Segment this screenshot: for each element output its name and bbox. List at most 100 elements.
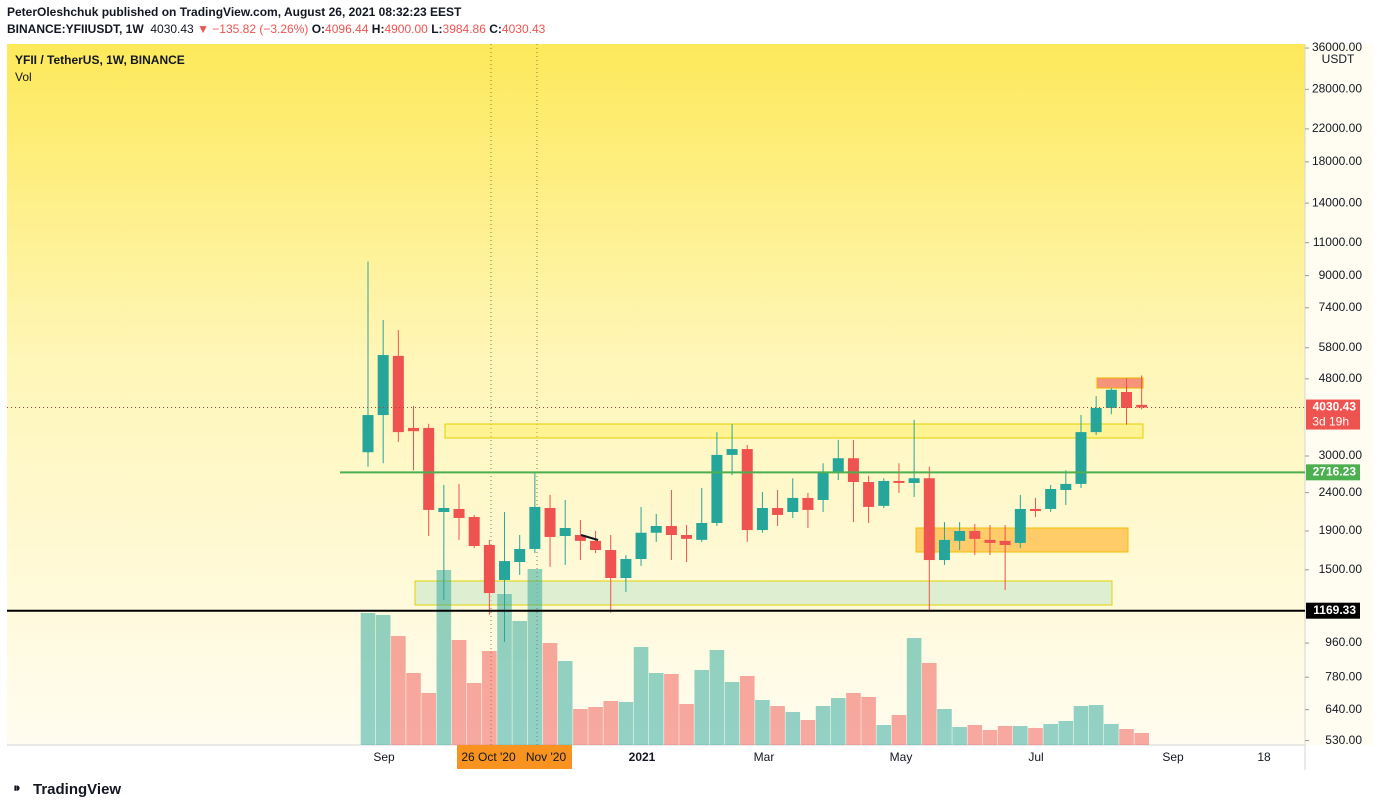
- candle-body: [514, 548, 526, 563]
- candle-body: [559, 528, 571, 536]
- candle-body: [1014, 508, 1026, 543]
- x-tick-label: 2021: [629, 750, 656, 764]
- countdown: 3d 19h: [1312, 415, 1349, 429]
- candle-body: [938, 539, 950, 561]
- y-tick-label: 780.00: [1325, 669, 1362, 683]
- y-tick-label: 1500.00: [1319, 562, 1363, 576]
- volume-bar: [739, 676, 755, 745]
- volume-bar: [573, 709, 588, 745]
- volume-bar: [906, 638, 922, 745]
- volume-bar: [603, 701, 619, 745]
- volume-bar: [466, 683, 482, 745]
- candle-body: [772, 507, 784, 515]
- level-label-bg: [1306, 602, 1360, 619]
- candle-body: [574, 535, 586, 541]
- x-tick-label: Mar: [754, 750, 775, 764]
- volume-bar: [982, 730, 998, 745]
- volume-bar: [557, 661, 573, 745]
- level-label-bg: [1306, 464, 1360, 481]
- candle-body: [817, 472, 829, 500]
- symbol: BINANCE:YFIIUSDT, 1W: [7, 22, 144, 36]
- drawing: [580, 534, 599, 541]
- ohlc-key: O:: [311, 22, 326, 36]
- candle-body: [847, 458, 859, 482]
- chart-title: YFII / TetherUS, 1W, BINANCE: [15, 53, 185, 67]
- candles: [362, 261, 1148, 643]
- crosshair-label-bg: [520, 745, 572, 769]
- volume-bar: [679, 704, 694, 745]
- candle-body: [377, 355, 389, 416]
- y-tick-label: 5800.00: [1319, 340, 1363, 354]
- y-tick-label: 9000.00: [1319, 268, 1363, 282]
- y-tick-label: 960.00: [1325, 635, 1362, 649]
- volume-bar: [421, 693, 436, 745]
- candle-body: [635, 532, 647, 560]
- volume-bar: [921, 663, 937, 745]
- candle-body: [438, 507, 450, 513]
- last-price-bg: [1306, 399, 1360, 430]
- volume-bar: [406, 673, 421, 745]
- candle-body: [1029, 508, 1041, 512]
- volume-bar: [527, 569, 543, 745]
- volume-bar: [755, 700, 770, 745]
- candle-body: [423, 427, 435, 510]
- ohlc-value: 4900.00: [384, 22, 428, 36]
- volume-bar: [375, 615, 391, 745]
- publisher: PeterOleshchuk published on TradingView.…: [7, 5, 462, 19]
- volume-bar: [1058, 721, 1074, 745]
- y-tick-label: 11000.00: [1313, 235, 1362, 249]
- x-tick-label: May: [890, 750, 913, 764]
- volume-bar: [1104, 724, 1119, 745]
- volume-bar: [618, 702, 634, 745]
- ohlc-value: 4096.44: [325, 22, 369, 36]
- candle-body: [665, 525, 677, 536]
- candle-body: [1045, 488, 1057, 509]
- candle-body: [802, 497, 814, 510]
- candle-body: [878, 480, 890, 506]
- volume-bar: [497, 594, 512, 745]
- volume-bar: [770, 706, 785, 745]
- candle-body: [1121, 392, 1132, 408]
- x-tick-label: Jul: [1028, 750, 1043, 764]
- y-tick-label: 2400.00: [1319, 485, 1363, 499]
- volume-bar: [360, 613, 376, 745]
- y-tick-label: 22000.00: [1312, 121, 1362, 135]
- y-tick-label: 28000.00: [1312, 81, 1362, 95]
- volume-bar: [967, 725, 983, 745]
- x-tick-label: 18: [1257, 750, 1271, 764]
- candle-body: [984, 539, 996, 543]
- symbol-line: BINANCE:YFIIUSDT, 1W 4030.43 ▼ −135.82 (…: [7, 22, 545, 36]
- volume-bar: [937, 709, 952, 745]
- candle-body: [483, 544, 495, 594]
- volume-bar: [846, 693, 861, 745]
- candle-body: [408, 427, 420, 432]
- brand: TradingView: [33, 781, 121, 798]
- volume-bar: [1088, 705, 1104, 745]
- candle-body: [1075, 432, 1087, 484]
- volume-bar: [648, 673, 664, 745]
- candle-body: [696, 522, 708, 540]
- y-tick-label: 7400.00: [1319, 300, 1363, 314]
- ohlc-key: H:: [371, 22, 385, 36]
- y-tick-label: 530.00: [1325, 733, 1362, 747]
- volume-bar: [709, 650, 725, 745]
- candle-body: [893, 480, 905, 483]
- y-tick-label: 1900.00: [1319, 523, 1363, 537]
- ohlc-value: 3984.86: [442, 22, 486, 36]
- volume-bar: [997, 726, 1013, 745]
- candle-body: [620, 559, 632, 578]
- zone: [444, 423, 1144, 439]
- candle-body: [529, 506, 541, 549]
- volume-label: Vol: [15, 70, 32, 84]
- axis-bg: [1305, 44, 1373, 745]
- volume-bar: [891, 715, 907, 745]
- candle-body: [787, 497, 799, 513]
- volume-bar: [588, 707, 603, 745]
- volume-bar: [952, 727, 967, 745]
- candle-body: [605, 550, 617, 578]
- candle-body: [590, 540, 602, 551]
- candle-body: [908, 478, 920, 483]
- volume-bar: [512, 621, 527, 745]
- change: ▼ −135.82 (−3.26%): [197, 22, 309, 36]
- crosshair-label: Nov '20: [526, 750, 567, 764]
